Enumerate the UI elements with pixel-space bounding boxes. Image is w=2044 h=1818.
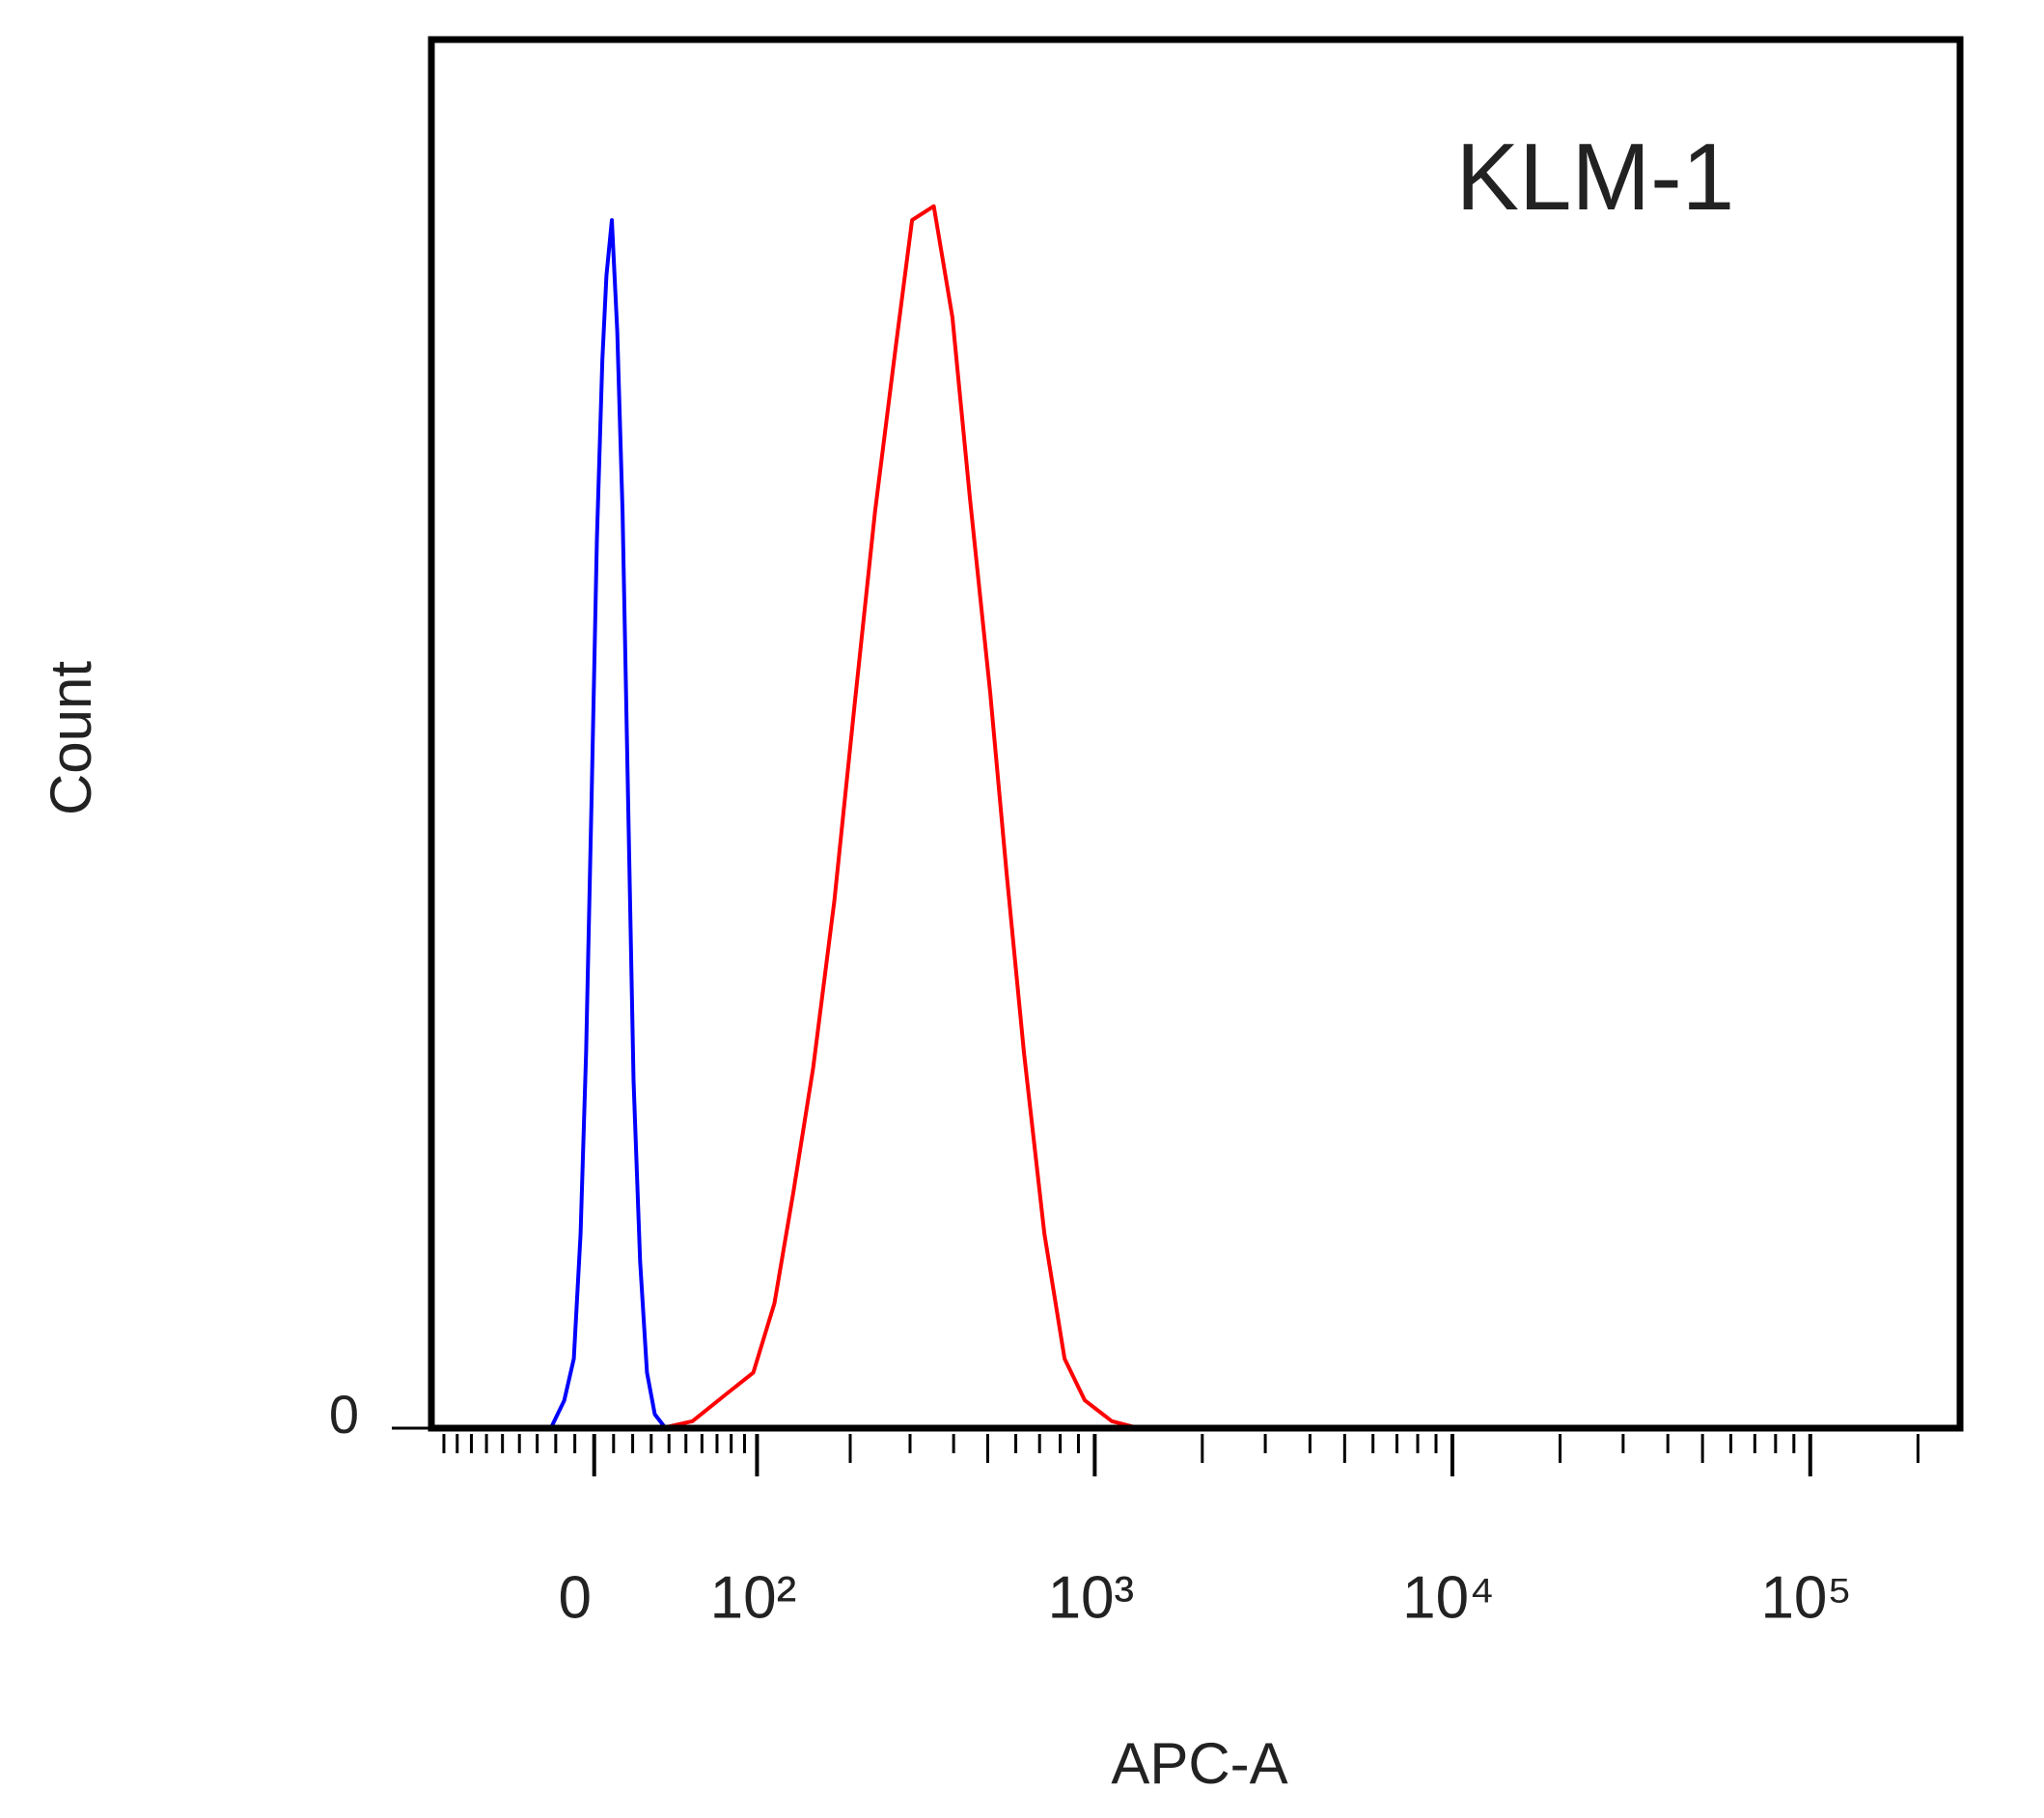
annotation: KLM-1 bbox=[1456, 124, 1735, 230]
x-axis-label: APC-A bbox=[1111, 1731, 1287, 1796]
y-tick-label: 0 bbox=[329, 1384, 359, 1445]
y-axis-label: Count bbox=[39, 661, 103, 815]
histogram-line bbox=[548, 218, 1123, 1430]
x-tick-label: 10⁵ bbox=[1760, 1564, 1852, 1631]
x-tick-label: 10⁴ bbox=[1402, 1564, 1495, 1631]
histogram-line bbox=[431, 204, 1960, 1430]
x-tick-label: 10² bbox=[710, 1564, 797, 1631]
x-tick-label: 10³ bbox=[1048, 1564, 1135, 1631]
x-tick-label: 0 bbox=[558, 1564, 591, 1631]
plot-frame bbox=[428, 36, 1964, 1432]
